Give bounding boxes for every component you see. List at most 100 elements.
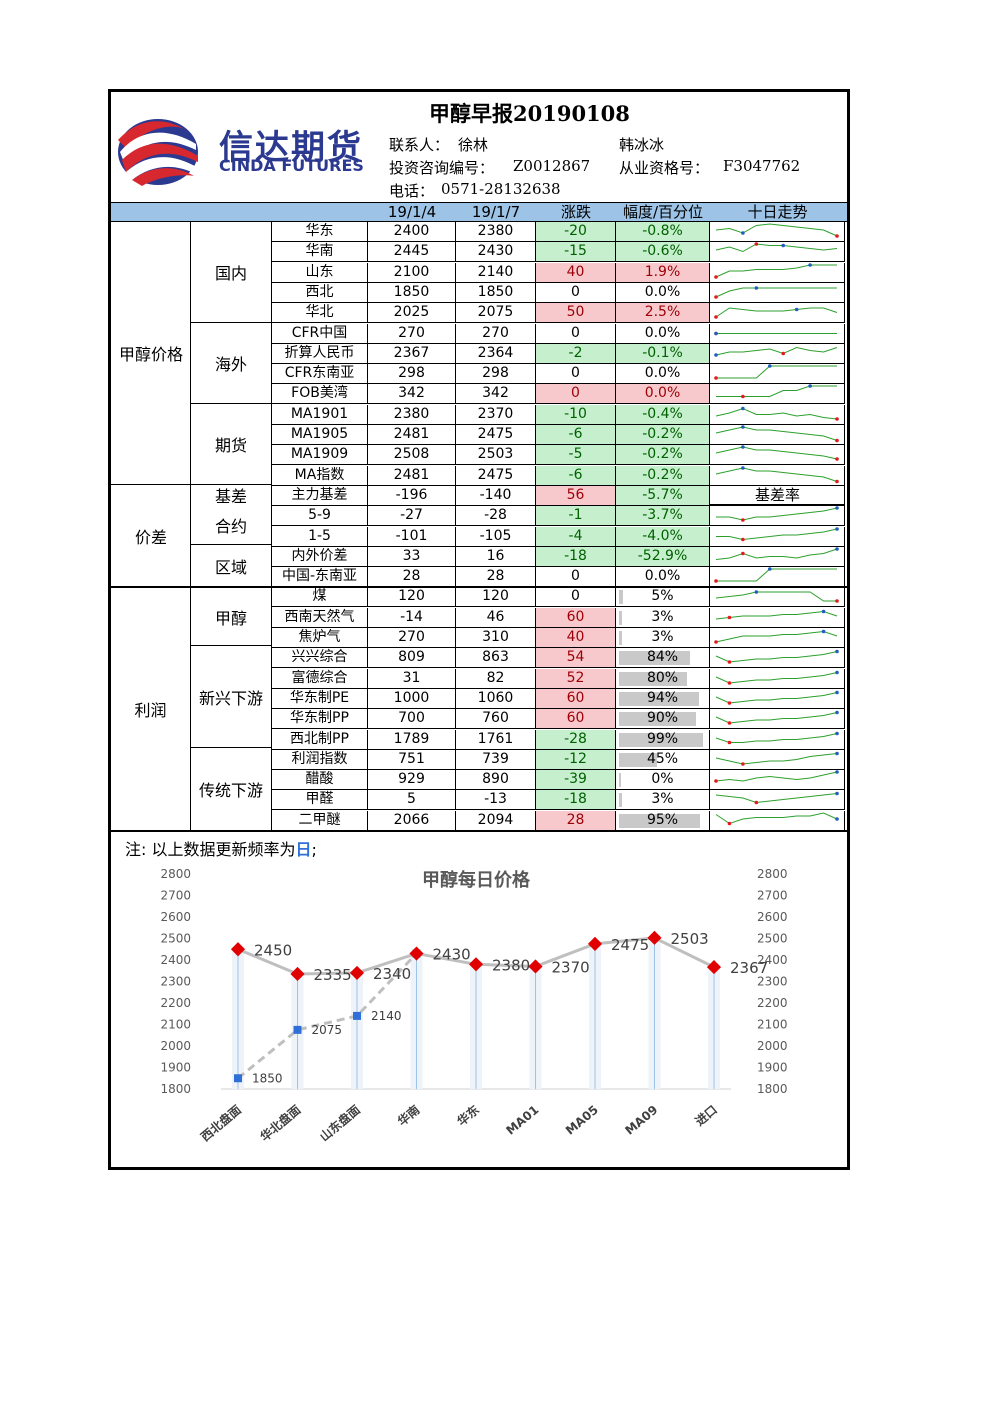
cell-text: 主力基差 (291, 486, 348, 503)
sparkline-path (715, 691, 838, 704)
cell-text: CFR东南亚 (284, 365, 355, 382)
sparkline (716, 506, 839, 522)
sub-contract: 合约 (191, 505, 272, 545)
trend-cell (710, 384, 845, 405)
sparkline-min-marker (714, 331, 718, 335)
cell-text: 中国-东南亚 (281, 568, 358, 585)
sparkline-min-marker (754, 590, 759, 595)
percentile-bar (619, 691, 699, 706)
cell-v2: 2380 (456, 222, 536, 242)
cell-text: 760 (482, 710, 509, 727)
cell-text: 31 (402, 669, 421, 686)
sparkline-path (715, 793, 838, 804)
report-frame: 信达期货 CINDA FUTURES 甲醇早报20190108 联系人： 徐林 … (108, 89, 850, 1170)
sparkline-max-marker (835, 599, 839, 604)
cell-text: 0 (571, 365, 580, 382)
cell-pct: 0% (616, 770, 710, 791)
sparkline-max-marker (741, 395, 745, 399)
cell-pct: 99% (616, 729, 710, 750)
cell-pct: -3.7% (616, 506, 710, 527)
y-tick-right: 2600 (757, 910, 788, 924)
note-prefix: 注: 以上数据更新频率为 (125, 840, 296, 859)
sparkline-path (715, 407, 838, 420)
cell-text: 60 (566, 689, 585, 706)
trend-cell (710, 465, 845, 486)
cell-text: 醋酸 (305, 771, 334, 788)
trend-cell (710, 485, 845, 506)
cell-text: 2370 (477, 405, 514, 422)
cell-text: 863 (482, 649, 509, 666)
percentile-bar (619, 732, 704, 747)
cell-name: 二甲醚 (272, 810, 368, 831)
cell-text: 52 (566, 669, 585, 686)
cell-v1: -196 (368, 485, 456, 506)
cell-v1: 2367 (368, 343, 456, 364)
sub-basis: 基差 (191, 485, 272, 506)
cell-text: 2364 (477, 344, 514, 361)
cell-v2: 2094 (456, 810, 536, 831)
cell-text: 0.0% (644, 385, 681, 402)
cell-text: 2140 (477, 263, 514, 280)
contact-name: 徐林 (458, 136, 489, 154)
cell-text: -28 (564, 730, 587, 747)
cell-pct: 3% (616, 628, 710, 648)
sparkline-min-marker (808, 262, 812, 267)
sparkline-max-marker (714, 779, 718, 783)
cell-name: 兴兴综合 (272, 648, 368, 669)
y-tick-left: 2500 (160, 932, 191, 946)
y-tick-right: 1800 (757, 1082, 788, 1096)
trend-cell (710, 587, 845, 608)
sparkline-max-marker (835, 457, 839, 462)
cat-price-spread (111, 222, 191, 586)
series1-marker (409, 946, 424, 961)
sparkline (715, 792, 839, 805)
cell-pct: -0.2% (616, 425, 710, 445)
cell-chg: 52 (536, 668, 616, 689)
y-tick-left: 2400 (160, 953, 191, 967)
sparkline (715, 223, 839, 238)
sparkline-min-marker (835, 690, 839, 695)
cell-text: 54 (566, 649, 585, 666)
cell-text: 1850 (393, 283, 430, 300)
cell-chg: 0 (536, 323, 616, 344)
cell-text: -39 (564, 771, 587, 788)
cell-text: 700 (398, 710, 425, 727)
cell-v2: 2475 (456, 425, 536, 445)
cell-name: 西北 (272, 282, 368, 303)
cell-text: -3.7% (642, 507, 683, 524)
y-tick-left: 1900 (160, 1061, 191, 1075)
cell-text: 2025 (393, 304, 430, 321)
sparkline-max-marker (714, 640, 718, 644)
sparkline-path (715, 426, 838, 441)
y-tick-left: 2000 (160, 1039, 191, 1053)
qualification-label: 从业资格号： (619, 159, 710, 177)
col-change: 涨跌 (560, 203, 591, 221)
sparkline-max-marker (741, 551, 745, 556)
cell-name: MA1905 (272, 425, 368, 445)
cell-text: 50 (566, 304, 585, 321)
y-tick-right: 2700 (757, 889, 788, 903)
cell-v2: 342 (456, 384, 536, 405)
sparkline-max-marker (727, 821, 732, 825)
cell-text: -0.2% (642, 446, 683, 463)
note-suffix: ; (311, 840, 317, 859)
cell-text: 82 (486, 669, 505, 686)
cell-v2: 2364 (456, 343, 536, 364)
series1-marker (587, 936, 603, 951)
x-tick-label: MA09 (622, 1103, 660, 1138)
trend-cell (710, 303, 845, 324)
cell-text: 2400 (393, 223, 430, 239)
cat-price: 甲醇价格 (118, 345, 183, 364)
sparkline-min-marker (741, 406, 745, 410)
phone-label: 电话： (389, 182, 435, 200)
cell-text: -12 (564, 750, 587, 767)
cell-name: 华东制PE (272, 688, 368, 709)
series1-marker (528, 959, 543, 974)
sparkline-min-marker (767, 364, 772, 368)
sub-traditional-downstream: 传统下游 (191, 748, 272, 830)
sparkline-path (715, 548, 838, 560)
trend-cell (710, 688, 845, 709)
cell-text: -27 (400, 507, 423, 524)
cell-text: 298 (398, 365, 425, 382)
cell-v1: 2400 (368, 222, 456, 242)
